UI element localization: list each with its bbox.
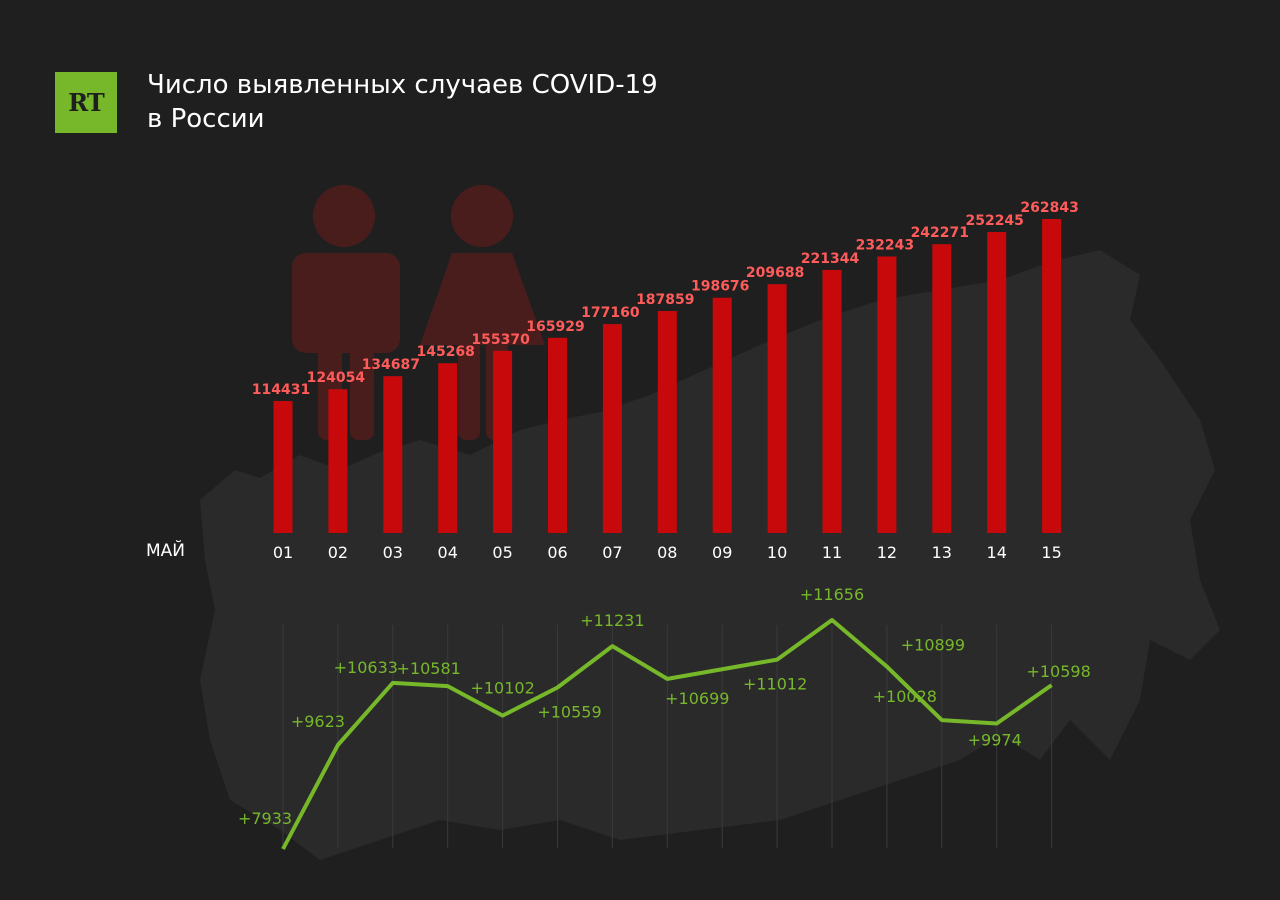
bar-01 [273, 401, 293, 533]
x-axis-tick-labels: 01 02 03 04 05 06 07 08 09 10 11 12 13 14 15 [273, 543, 1062, 562]
bar-label-02: 124054 [307, 370, 366, 386]
line-label-11: +11656 [800, 585, 864, 604]
bar-label-06: 165929 [526, 319, 584, 335]
bar-13 [932, 244, 952, 533]
russia-map-background [200, 250, 1220, 860]
line-chart-guides [282, 625, 1053, 848]
bar-03 [383, 376, 403, 533]
bar-02 [328, 389, 348, 533]
x-tick-14: 14 [987, 543, 1007, 562]
line-label-08: +10699 [665, 689, 729, 708]
bar-label-07: 177160 [581, 305, 640, 321]
bar-label-11: 221344 [801, 251, 860, 267]
x-tick-10: 10 [767, 543, 787, 562]
bar-10 [767, 284, 787, 533]
bar-label-09: 198676 [691, 279, 749, 295]
bar-05 [493, 350, 513, 533]
x-tick-15: 15 [1041, 543, 1061, 562]
line-label-12: +10899 [901, 636, 965, 655]
bar-value-labels: 1144311240541346871452681553701659291771… [252, 200, 1079, 398]
rt-logo: RT [55, 72, 117, 133]
page-title: Число выявленных случаев COVID-19 в Росс… [147, 68, 658, 136]
bar-11 [822, 269, 842, 533]
title-line-2: в России [147, 104, 265, 134]
x-tick-07: 07 [602, 543, 622, 562]
bar-08 [657, 311, 677, 533]
bar-14 [987, 232, 1007, 533]
line-value-labels: +7933 +9623 +10633+10581 +10102+10559 +11231… [238, 585, 1091, 828]
x-tick-12: 12 [877, 543, 897, 562]
daily-increase-line [281, 618, 1053, 850]
bar-label-15: 262843 [1020, 200, 1078, 216]
x-tick-06: 06 [547, 543, 567, 562]
bar-09 [712, 297, 732, 533]
x-tick-05: 05 [492, 543, 512, 562]
x-tick-08: 08 [657, 543, 677, 562]
bar-label-12: 232243 [856, 238, 914, 254]
line-label-07: +11231 [580, 611, 644, 630]
x-tick-02: 02 [328, 543, 348, 562]
line-label-01: +7933 [238, 809, 292, 828]
bar-label-01: 114431 [252, 382, 310, 398]
bar-label-04: 145268 [416, 344, 474, 360]
bar-15 [1042, 219, 1062, 533]
line-label-05: +10102 [470, 679, 534, 698]
line-label-10: +11012 [743, 675, 807, 694]
line-label-02: +9623 [291, 712, 345, 731]
bar-label-13: 242271 [911, 225, 969, 241]
title-line-1: Число выявленных случаев COVID-19 [147, 70, 658, 100]
line-label-13: +10028 [873, 687, 937, 706]
x-tick-13: 13 [932, 543, 952, 562]
people-silhouettes [292, 185, 545, 440]
x-axis-month-label: МАЙ [146, 541, 186, 561]
line-label-15: +10598 [1026, 662, 1090, 681]
bar-06 [548, 337, 567, 533]
bar-label-08: 187859 [636, 292, 694, 308]
bar-04 [438, 363, 458, 533]
x-tick-04: 04 [438, 543, 458, 562]
bar-07 [602, 324, 622, 533]
line-label-14: +9974 [968, 731, 1022, 750]
bar-series [273, 219, 1062, 533]
x-tick-01: 01 [273, 543, 293, 562]
map-shape [200, 250, 1220, 860]
line-label-03: +10633 [334, 658, 398, 677]
line-label-04: +10581 [397, 659, 461, 678]
bar-label-03: 134687 [362, 357, 420, 373]
bar-12 [877, 256, 897, 533]
bar-label-10: 209688 [746, 265, 804, 281]
rt-logo-text: RT [68, 88, 104, 117]
x-tick-03: 03 [383, 543, 403, 562]
bar-label-14: 252245 [965, 213, 1023, 229]
bar-label-05: 155370 [471, 332, 530, 348]
x-tick-09: 09 [712, 543, 732, 562]
line-label-06: +10559 [537, 703, 601, 722]
x-tick-11: 11 [822, 543, 842, 562]
line-series-daily-increase [281, 618, 1053, 850]
